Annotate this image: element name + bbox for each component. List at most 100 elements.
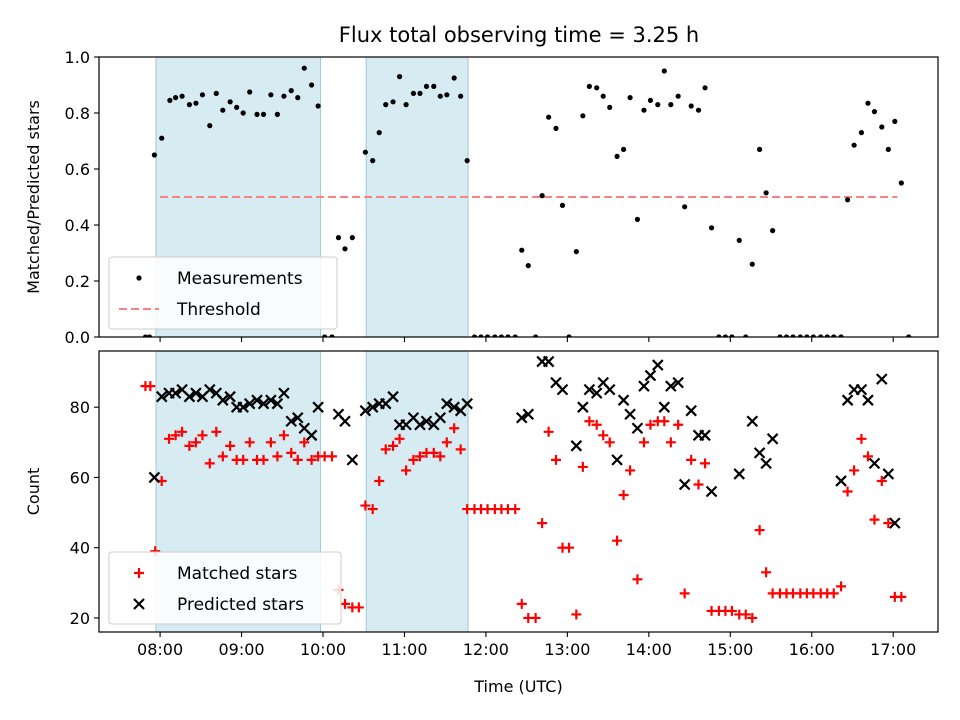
- data-point: [749, 261, 755, 267]
- data-point: [247, 89, 253, 95]
- data-point: [586, 83, 592, 89]
- data-point: [380, 444, 391, 455]
- data-point: [220, 107, 226, 113]
- data-point: [708, 225, 715, 231]
- data-point: [505, 334, 511, 337]
- legend-label: Predicted stars: [177, 595, 304, 615]
- data-point: [329, 334, 335, 337]
- data-point: [647, 97, 654, 103]
- data-point: [238, 454, 249, 465]
- data-point: [164, 433, 175, 444]
- data-point: [865, 100, 871, 106]
- data-point: [244, 437, 255, 448]
- data-point: [763, 190, 769, 196]
- data-point: [441, 437, 452, 448]
- data-point: [530, 612, 541, 623]
- data-point: [190, 387, 202, 399]
- data-point: [753, 447, 766, 459]
- data-point: [583, 383, 596, 396]
- data-point: [733, 468, 746, 480]
- data-point: [441, 397, 453, 410]
- data-point: [856, 433, 867, 444]
- data-point: [197, 430, 208, 441]
- data-point: [693, 479, 704, 490]
- data-point: [705, 485, 718, 498]
- data-point: [797, 334, 803, 337]
- y-tick-label: 0.0: [65, 328, 90, 347]
- data-point: [658, 401, 671, 413]
- data-point: [673, 419, 684, 430]
- data-point: [624, 408, 636, 421]
- data-point: [353, 602, 364, 613]
- data-point: [611, 454, 623, 466]
- data-point: [659, 416, 670, 427]
- data-point: [655, 102, 661, 108]
- legend-marker: [133, 598, 145, 610]
- data-point: [679, 588, 690, 599]
- data-point: [722, 334, 728, 337]
- data-point: [394, 433, 405, 444]
- data-point: [564, 542, 575, 553]
- data-point: [604, 437, 615, 448]
- data-point: [556, 383, 569, 396]
- data-point: [876, 475, 887, 486]
- data-point: [190, 437, 201, 448]
- bottom-panel: 08:00 09:00 10:00 11:00 12:00 13:00 14:00 15:00…: [24, 350, 939, 696]
- data-point: [512, 334, 518, 337]
- data-point: [625, 465, 636, 476]
- data-point: [754, 525, 765, 536]
- x-tick-label: 16:00: [789, 640, 835, 659]
- data-point: [274, 111, 280, 117]
- x-tick-label: 11:00: [381, 640, 427, 659]
- data-point: [740, 609, 751, 620]
- data-point: [591, 419, 602, 430]
- legend-marker: [134, 568, 144, 578]
- data-point: [227, 99, 233, 105]
- data-point: [668, 102, 674, 108]
- data-point: [522, 408, 535, 421]
- data-point: [271, 397, 284, 410]
- x-tick-label: 08:00: [137, 640, 183, 659]
- y-tick-label: 0.6: [65, 160, 90, 179]
- data-point: [268, 92, 274, 98]
- data-point: [237, 401, 249, 413]
- data-point: [306, 454, 317, 465]
- data-point: [892, 118, 898, 124]
- data-point: [876, 373, 888, 385]
- data-point: [342, 246, 348, 252]
- data-point: [240, 110, 246, 116]
- data-point: [169, 387, 182, 399]
- data-point: [207, 123, 213, 129]
- data-point: [598, 430, 609, 441]
- data-point: [159, 135, 165, 141]
- data-point: [211, 426, 222, 437]
- data-point: [743, 334, 749, 337]
- data-point: [305, 429, 318, 442]
- data-point: [770, 228, 776, 234]
- data-point: [292, 454, 303, 465]
- plot-area: [140, 355, 907, 623]
- x-tick-label: 13:00: [544, 640, 590, 659]
- data-point: [291, 411, 304, 424]
- data-point: [661, 68, 667, 74]
- y-tick-label: 80: [70, 398, 90, 417]
- data-point: [366, 401, 379, 413]
- data-point: [577, 401, 589, 413]
- data-point: [434, 411, 447, 424]
- data-point: [225, 440, 236, 451]
- data-point: [862, 451, 873, 462]
- data-point: [672, 376, 684, 389]
- data-point: [370, 158, 376, 164]
- data-point: [309, 82, 315, 88]
- data-point: [906, 334, 912, 337]
- data-point: [410, 90, 417, 96]
- plot-area: [142, 65, 912, 337]
- data-point: [700, 458, 711, 469]
- data-point: [510, 504, 521, 515]
- legend-label: Threshold: [176, 300, 261, 320]
- data-point: [539, 193, 545, 199]
- data-point: [580, 113, 586, 119]
- data-point: [855, 383, 868, 396]
- data-point: [537, 518, 548, 529]
